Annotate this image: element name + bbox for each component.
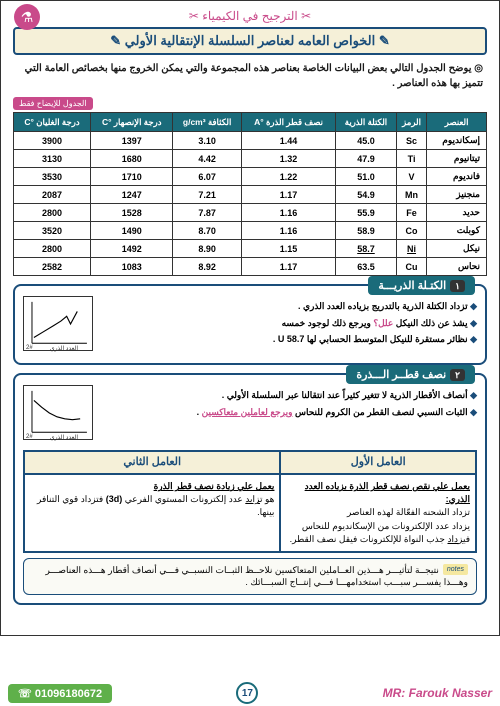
- table-cell: Ni: [396, 240, 427, 258]
- table-cell: 58.9: [336, 222, 397, 240]
- table-cell: نيكل: [427, 240, 487, 258]
- table-cell: 8.90: [173, 240, 241, 258]
- page-number: 17: [236, 682, 258, 704]
- table-header: الكثافة g/cm³: [173, 113, 241, 132]
- table-cell: 1397: [91, 132, 173, 150]
- table-label: الجدول للإيضاح فقط: [13, 97, 93, 110]
- table-cell: 1083: [91, 258, 173, 276]
- table-header: الكتلة الذرية: [336, 113, 397, 132]
- table-cell: Sc: [396, 132, 427, 150]
- table-cell: 1.32: [241, 150, 335, 168]
- logo-icon: ⚗: [14, 4, 40, 30]
- table-cell: إسكانديوم: [427, 132, 487, 150]
- table-cell: 47.9: [336, 150, 397, 168]
- footer: MR: Farouk Nasser 17 ☏ 01096180672: [0, 680, 500, 706]
- elements-table: العنصرالرمزالكتلة الذريةنصف قطر الذرة °A…: [13, 112, 487, 276]
- table-cell: 2087: [14, 186, 91, 204]
- table-cell: 1710: [91, 168, 173, 186]
- table-cell: 1492: [91, 240, 173, 258]
- section-2-header: ٢نصف قطــر الـــذرة: [346, 365, 475, 384]
- table-cell: 58.7: [336, 240, 397, 258]
- table-header: الرمز: [396, 113, 427, 132]
- table-cell: 3.10: [173, 132, 241, 150]
- table-cell: فانديوم: [427, 168, 487, 186]
- table-cell: 1.17: [241, 258, 335, 276]
- section-1: ١الكتـلة الذريـــة العدد الذري 2# تزداد …: [13, 284, 487, 365]
- table-cell: 2800: [14, 204, 91, 222]
- table-cell: 1680: [91, 150, 173, 168]
- graph-2: العدد الذري 2#: [23, 385, 93, 440]
- table-cell: 55.9: [336, 204, 397, 222]
- table-row: نحاسCu63.51.178.9210832582: [14, 258, 487, 276]
- page-content: ✂ الترجيح في الكيمياء ✂ ✎ الخواص العامه …: [0, 0, 500, 636]
- table-cell: 3130: [14, 150, 91, 168]
- table-row: إسكانديومSc45.01.443.1013973900: [14, 132, 487, 150]
- note-box: notes نتيجــة لتأثيـــر هـــذين العــامل…: [23, 558, 477, 595]
- factors-table: العامل الأولالعامل الثاني يعمل علي نقص ن…: [23, 450, 477, 552]
- table-cell: 3520: [14, 222, 91, 240]
- table-cell: 1.17: [241, 186, 335, 204]
- graph-1: العدد الذري 2#: [23, 296, 93, 351]
- table-row: نيكلNi58.71.158.9014922800: [14, 240, 487, 258]
- table-cell: 1528: [91, 204, 173, 222]
- factor-2-cell: يعمل علي زيادة نصف قطر الذرةهو تزايد عدد…: [24, 474, 280, 551]
- table-cell: 1.22: [241, 168, 335, 186]
- table-cell: 6.07: [173, 168, 241, 186]
- table-cell: V: [396, 168, 427, 186]
- table-cell: كوبلت: [427, 222, 487, 240]
- table-cell: 1247: [91, 186, 173, 204]
- section-1-header: ١الكتـلة الذريـــة: [368, 276, 475, 295]
- phone-label: ☏ 01096180672: [8, 684, 112, 703]
- note-tag: notes: [443, 564, 468, 576]
- main-title: ✎ الخواص العامه لعناصر السلسلة الإنتقالي…: [13, 27, 487, 55]
- author-label: MR: Farouk Nasser: [383, 686, 492, 700]
- table-cell: 54.9: [336, 186, 397, 204]
- table-cell: 1.16: [241, 222, 335, 240]
- table-cell: 45.0: [336, 132, 397, 150]
- table-cell: Ti: [396, 150, 427, 168]
- table-cell: 2582: [14, 258, 91, 276]
- intro-text: ◎ يوضح الجدول التالي بعض البيانات الخاصة…: [13, 61, 487, 91]
- table-cell: 63.5: [336, 258, 397, 276]
- table-row: منجنيزMn54.91.177.2112472087: [14, 186, 487, 204]
- table-header: نصف قطر الذرة °A: [241, 113, 335, 132]
- table-cell: 1490: [91, 222, 173, 240]
- factor-1-header: العامل الأول: [280, 451, 476, 474]
- table-cell: 7.21: [173, 186, 241, 204]
- table-cell: 3900: [14, 132, 91, 150]
- table-row: تيتانيومTi47.91.324.4216803130: [14, 150, 487, 168]
- table-cell: نحاس: [427, 258, 487, 276]
- table-cell: 1.44: [241, 132, 335, 150]
- table-row: فانديومV51.01.226.0717103530: [14, 168, 487, 186]
- table-cell: 8.92: [173, 258, 241, 276]
- table-cell: Cu: [396, 258, 427, 276]
- table-cell: Co: [396, 222, 427, 240]
- table-header: درجة الإنصهار °C: [91, 113, 173, 132]
- factor-2-header: العامل الثاني: [24, 451, 280, 474]
- table-cell: 1.15: [241, 240, 335, 258]
- table-header: درجة الغليان °C: [14, 113, 91, 132]
- table-cell: 51.0: [336, 168, 397, 186]
- table-cell: Mn: [396, 186, 427, 204]
- table-row: كوبلتCo58.91.168.7014903520: [14, 222, 487, 240]
- table-cell: 7.87: [173, 204, 241, 222]
- table-cell: Fe: [396, 204, 427, 222]
- table-cell: 1.16: [241, 204, 335, 222]
- table-cell: 4.42: [173, 150, 241, 168]
- table-row: حديدFe55.91.167.8715282800: [14, 204, 487, 222]
- table-cell: 8.70: [173, 222, 241, 240]
- table-header: العنصر: [427, 113, 487, 132]
- table-cell: تيتانيوم: [427, 150, 487, 168]
- table-cell: 3530: [14, 168, 91, 186]
- factor-1-cell: يعمل علي نقص نصف قطر الذرة بزياده العدد …: [280, 474, 476, 551]
- table-cell: 2800: [14, 240, 91, 258]
- section-2: ٢نصف قطــر الـــذرة العدد الذري 2# أنصاف…: [13, 373, 487, 605]
- table-cell: حديد: [427, 204, 487, 222]
- header-deco: ✂ الترجيح في الكيمياء ✂: [13, 9, 487, 23]
- table-cell: منجنيز: [427, 186, 487, 204]
